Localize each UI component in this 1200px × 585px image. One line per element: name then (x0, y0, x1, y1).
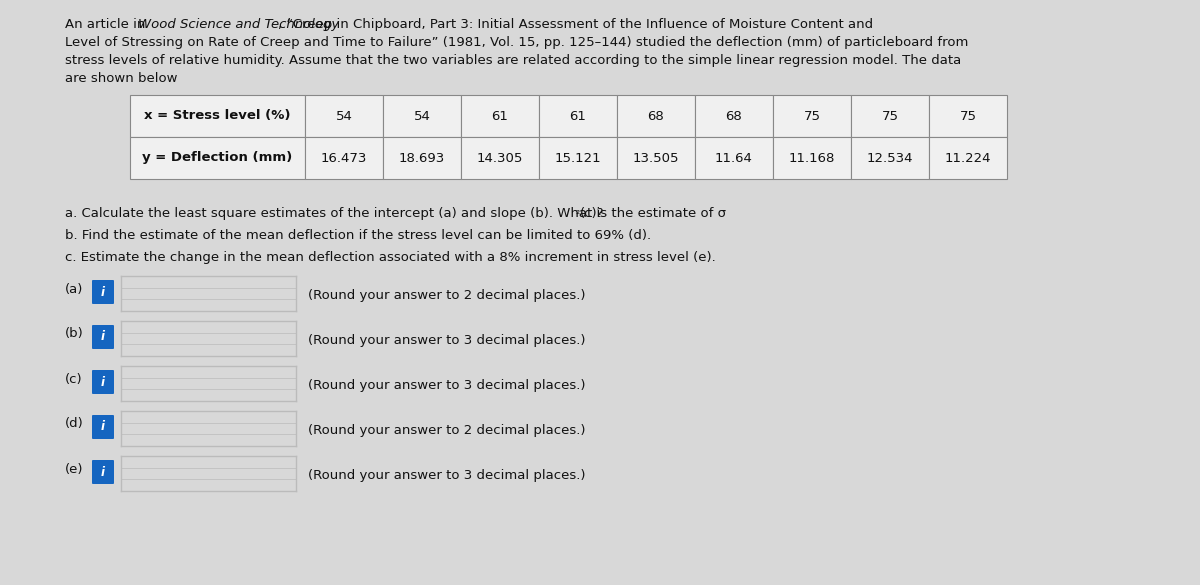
Text: 13.505: 13.505 (632, 152, 679, 164)
Bar (305, 137, 383, 179)
Text: 11.64: 11.64 (715, 152, 752, 164)
FancyBboxPatch shape (92, 325, 114, 349)
Bar (130, 137, 305, 179)
FancyBboxPatch shape (92, 370, 114, 394)
Text: 12.534: 12.534 (866, 152, 913, 164)
Text: 54: 54 (414, 109, 431, 122)
Text: c. Estimate the change in the mean deflection associated with a 8% increment in : c. Estimate the change in the mean defle… (65, 251, 715, 264)
Text: 61: 61 (570, 109, 587, 122)
Text: (Round your answer to 2 decimal places.): (Round your answer to 2 decimal places.) (308, 424, 586, 437)
Text: 68: 68 (726, 109, 743, 122)
Text: (Round your answer to 3 decimal places.): (Round your answer to 3 decimal places.) (308, 379, 586, 392)
Text: 61: 61 (492, 109, 509, 122)
Bar (929, 95, 1007, 137)
Bar (773, 95, 851, 137)
Bar (461, 95, 539, 137)
Bar (383, 137, 461, 179)
Text: 68: 68 (648, 109, 665, 122)
Text: , “Creep in Chipboard, Part 3: Initial Assessment of the Influence of Moisture C: , “Creep in Chipboard, Part 3: Initial A… (278, 18, 874, 31)
Text: 75: 75 (960, 109, 977, 122)
Text: (Round your answer to 2 decimal places.): (Round your answer to 2 decimal places.) (308, 289, 586, 302)
Bar (695, 95, 773, 137)
Text: y = Deflection (mm): y = Deflection (mm) (143, 152, 293, 164)
Text: 15.121: 15.121 (554, 152, 601, 164)
Bar (617, 95, 695, 137)
Text: 18.693: 18.693 (398, 152, 445, 164)
Text: An article in: An article in (65, 18, 150, 31)
Text: (b): (b) (65, 328, 84, 340)
Bar (773, 137, 851, 179)
Text: i: i (101, 466, 106, 479)
Text: 75: 75 (804, 109, 821, 122)
Text: (d): (d) (65, 418, 84, 431)
Bar (929, 137, 1007, 179)
Text: a. Calculate the least square estimates of the intercept (a) and slope (b). What: a. Calculate the least square estimates … (65, 207, 726, 220)
FancyBboxPatch shape (92, 415, 114, 439)
Text: i: i (101, 285, 106, 298)
Text: stress levels of relative humidity. Assume that the two variables are related ac: stress levels of relative humidity. Assu… (65, 54, 961, 67)
Text: (c)?: (c)? (580, 207, 604, 220)
Bar (461, 137, 539, 179)
Text: 16.473: 16.473 (320, 152, 367, 164)
Text: (a): (a) (65, 283, 83, 295)
FancyBboxPatch shape (92, 280, 114, 304)
Bar (851, 137, 929, 179)
Text: (c): (c) (65, 373, 83, 386)
Text: 54: 54 (336, 109, 353, 122)
Text: 14.305: 14.305 (476, 152, 523, 164)
Bar (305, 95, 383, 137)
Text: i: i (101, 376, 106, 388)
Text: Wood Science and Technology: Wood Science and Technology (138, 18, 340, 31)
FancyBboxPatch shape (92, 460, 114, 484)
Text: 75: 75 (882, 109, 899, 122)
Text: Level of Stressing on Rate of Creep and Time to Failure” (1981, Vol. 15, pp. 125: Level of Stressing on Rate of Creep and … (65, 36, 968, 49)
Text: x = Stress level (%): x = Stress level (%) (144, 109, 290, 122)
Bar (539, 95, 617, 137)
Text: 11.224: 11.224 (944, 152, 991, 164)
Text: i: i (101, 421, 106, 433)
Text: are shown below: are shown below (65, 72, 178, 85)
Bar (617, 137, 695, 179)
Text: i: i (101, 331, 106, 343)
Text: b. Find the estimate of the mean deflection if the stress level can be limited t: b. Find the estimate of the mean deflect… (65, 229, 652, 242)
Bar (851, 95, 929, 137)
Bar (539, 137, 617, 179)
Text: 11.168: 11.168 (788, 152, 835, 164)
Text: (Round your answer to 3 decimal places.): (Round your answer to 3 decimal places.) (308, 334, 586, 347)
Text: (Round your answer to 3 decimal places.): (Round your answer to 3 decimal places.) (308, 469, 586, 482)
Text: ²: ² (575, 210, 580, 220)
Bar (695, 137, 773, 179)
Bar (130, 95, 305, 137)
Text: (e): (e) (65, 463, 84, 476)
Bar (383, 95, 461, 137)
